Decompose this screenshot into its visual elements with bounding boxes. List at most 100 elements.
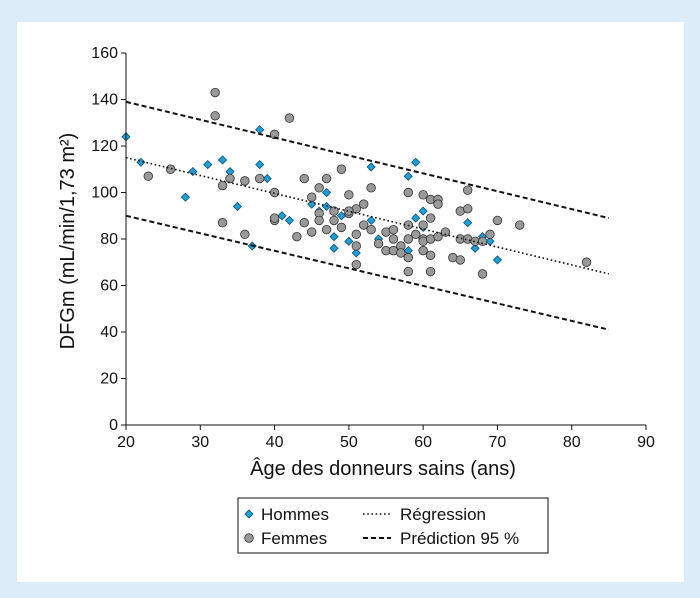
legend-label-regression: Régression (400, 505, 486, 524)
legend-label-prediction: Prédiction 95 % (400, 529, 519, 548)
data-point-femmes (307, 227, 317, 237)
data-point-femmes (433, 231, 443, 242)
data-point-hommes (366, 162, 376, 172)
data-point-femmes (269, 213, 280, 223)
data-point-femmes (284, 113, 295, 123)
data-point-femmes (225, 173, 235, 184)
data-point-femmes (403, 234, 413, 244)
data-point-hommes (232, 201, 242, 212)
data-point-hommes (418, 206, 428, 216)
data-point-hommes (277, 211, 287, 221)
x-tick-label: 90 (637, 434, 655, 451)
data-point-femmes (463, 185, 473, 195)
x-axis-title: Âge des donneurs sains (ans) (250, 457, 516, 480)
data-point-hommes (344, 236, 354, 246)
data-point-femmes (418, 245, 428, 256)
legend: Hommes Femmes Régression Prédiction 95 % (237, 497, 549, 554)
data-point-femmes (336, 164, 347, 174)
data-point-femmes (292, 231, 302, 242)
x-tick-label: 40 (266, 434, 284, 451)
data-point-hommes (255, 160, 265, 170)
data-point-femmes (351, 241, 361, 251)
data-point-hommes (492, 255, 502, 265)
data-point-hommes (188, 167, 198, 177)
data-point-femmes (314, 183, 324, 193)
data-point-hommes (366, 215, 376, 225)
data-point-femmes (366, 224, 376, 235)
data-point-femmes (143, 171, 153, 181)
x-tick-label: 20 (117, 434, 135, 451)
data-point-femmes (307, 192, 317, 202)
data-point-hommes (218, 155, 228, 165)
x-tick-label: 70 (489, 434, 507, 451)
data-point-femmes (388, 224, 399, 235)
data-point-femmes (329, 206, 339, 216)
y-tick-label: 20 (100, 371, 118, 388)
data-point-hommes (329, 243, 339, 253)
data-point-femmes (359, 220, 369, 230)
legend-label-femmes: Femmes (261, 529, 327, 548)
data-point-femmes (314, 215, 324, 226)
data-point-femmes (581, 257, 592, 267)
data-point-femmes (321, 224, 332, 235)
data-point-femmes (165, 164, 176, 174)
regression-line (125, 156, 610, 275)
legend-box (237, 497, 549, 554)
y-axis-title: DFGm (mL/min/1,73 m²) (57, 133, 79, 350)
x-tick-label: 50 (340, 434, 358, 451)
data-point-femmes (403, 252, 413, 263)
data-point-femmes (210, 87, 220, 98)
data-point-femmes (240, 229, 250, 240)
data-point-hommes (284, 215, 294, 225)
data-point-hommes (336, 211, 346, 221)
y-tick-label: 100 (91, 185, 118, 202)
data-point-hommes (411, 213, 421, 223)
y-tick-label: 60 (100, 278, 118, 295)
legend-diamond-marker (244, 509, 254, 519)
data-point-femmes (210, 111, 220, 121)
x-tick-label: 30 (191, 434, 209, 451)
data-point-hommes (403, 171, 413, 181)
data-point-femmes (366, 183, 376, 193)
data-point-hommes (470, 243, 480, 253)
y-tick-label: 80 (100, 231, 118, 248)
data-point-femmes (515, 220, 525, 230)
data-point-hommes (203, 160, 213, 170)
data-point-femmes (396, 248, 406, 258)
data-point-hommes (262, 173, 272, 184)
data-point-femmes (433, 199, 443, 209)
data-point-femmes (492, 215, 503, 226)
data-point-femmes (418, 220, 428, 230)
data-point-femmes (485, 229, 495, 240)
data-point-femmes (351, 229, 361, 240)
data-point-femmes (440, 227, 451, 237)
data-point-femmes (351, 259, 361, 270)
y-tick-label: 120 (91, 138, 118, 155)
data-point-femmes (418, 190, 428, 200)
data-point-femmes (359, 199, 369, 209)
data-point-femmes (336, 222, 347, 233)
data-point-femmes (477, 236, 488, 247)
data-point-femmes (329, 215, 339, 226)
data-point-femmes (373, 238, 384, 249)
data-point-femmes (269, 187, 280, 198)
data-point-femmes (344, 190, 354, 200)
axes (121, 52, 647, 430)
data-point-femmes (425, 266, 436, 277)
data-point-femmes (321, 173, 332, 184)
data-point-hommes (351, 248, 361, 258)
x-tick-label: 80 (563, 434, 581, 451)
data-point-femmes (463, 204, 473, 214)
prediction-lower-line (125, 214, 610, 331)
data-point-hommes (322, 187, 332, 198)
data-point-hommes (463, 218, 473, 228)
data-point-femmes (255, 173, 265, 184)
data-point-hommes (180, 192, 190, 202)
data-point-femmes (425, 213, 436, 223)
legend-femmes-marker (244, 533, 254, 543)
data-point-femmes (269, 129, 280, 140)
data-point-femmes (217, 218, 228, 228)
data-point-femmes (299, 173, 309, 184)
